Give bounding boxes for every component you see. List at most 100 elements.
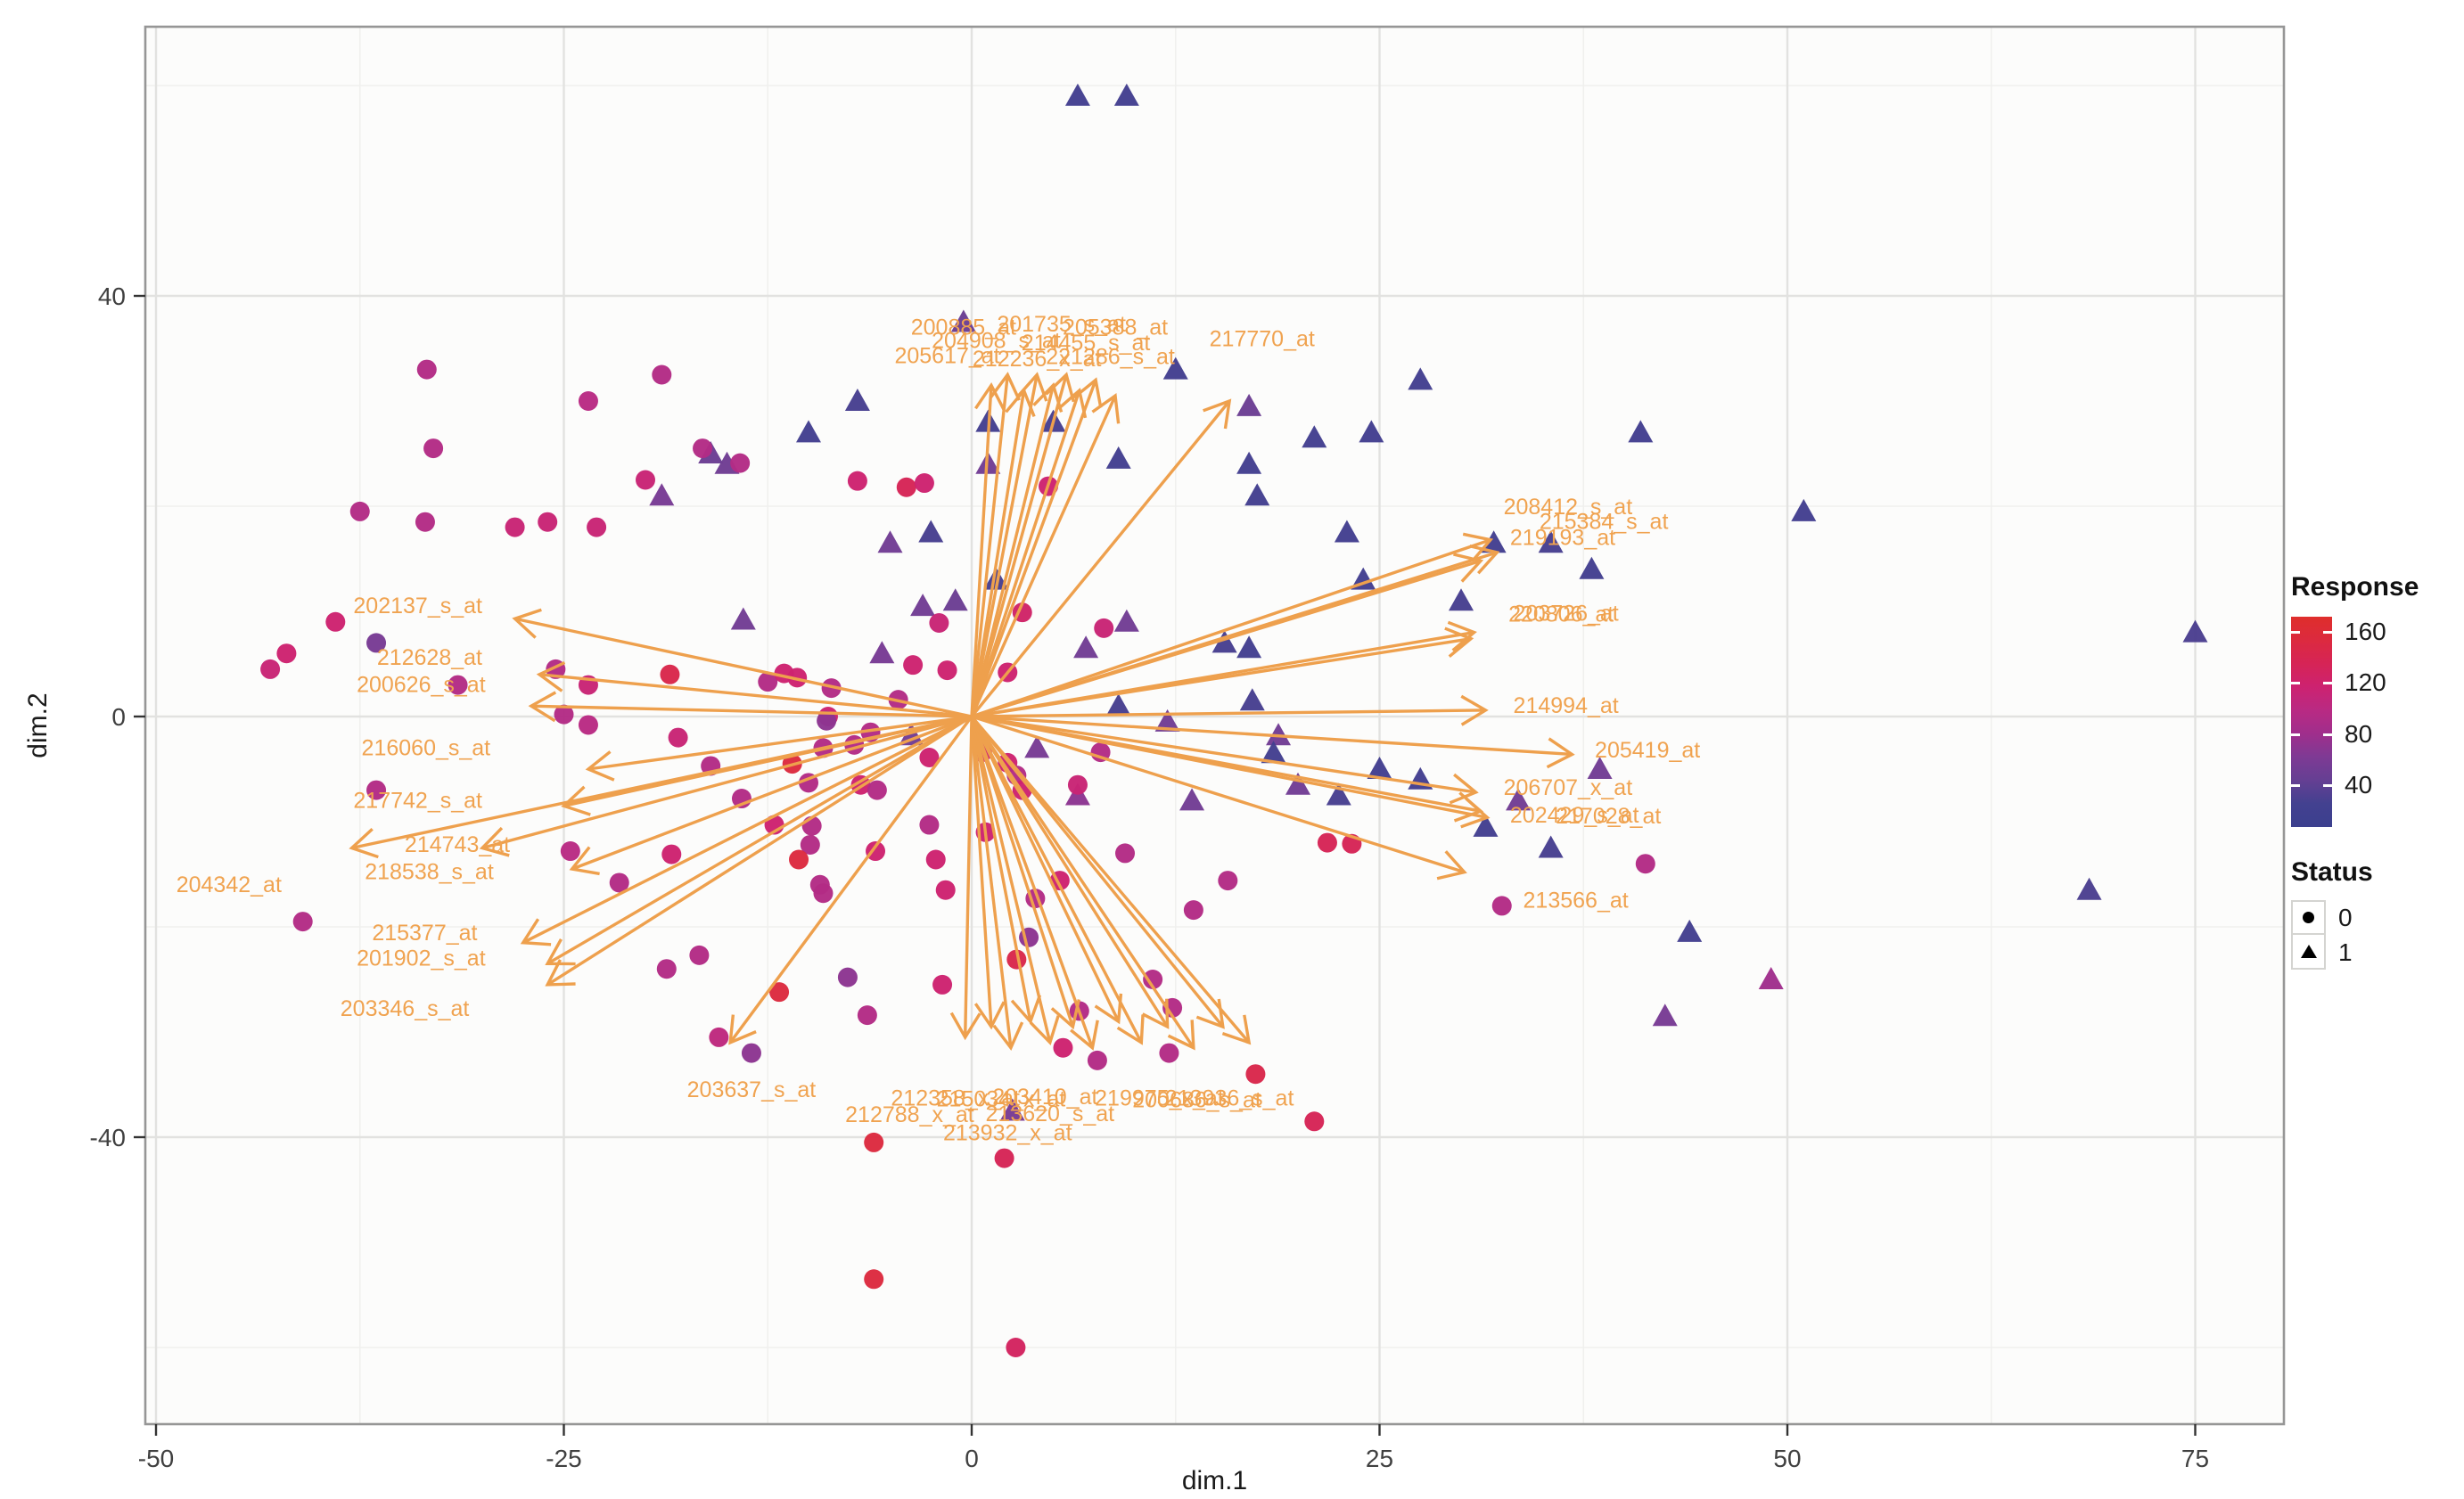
- data-point-circle: [817, 710, 837, 731]
- probe-label: 215034_x_at: [937, 1087, 1066, 1112]
- data-point-triangle: [1579, 556, 1605, 579]
- data-point-circle: [1115, 843, 1136, 864]
- data-point-triangle: [877, 530, 903, 553]
- probe-label: 201735_s_at: [997, 312, 1126, 337]
- data-point-circle: [866, 841, 886, 862]
- loading-arrow: [512, 608, 973, 718]
- probe-label: 202137_s_at: [353, 594, 482, 618]
- data-point-circle: [416, 359, 437, 380]
- data-point-circle: [1087, 1050, 1107, 1070]
- data-point-triangle: [1064, 83, 1090, 106]
- probe-label: 212628_at: [377, 645, 482, 670]
- data-point-circle: [448, 675, 468, 695]
- probe-label: 200885_at: [911, 315, 1016, 340]
- data-point-circle: [789, 849, 809, 870]
- data-point-triangle: [1506, 788, 1532, 811]
- circle-key-icon: [2291, 900, 2326, 935]
- loading-arrow: [970, 372, 1075, 717]
- loading-arrow: [971, 715, 1575, 769]
- data-point-triangle: [1113, 609, 1139, 632]
- x-tick-label: 75: [2181, 1445, 2209, 1472]
- data-point-triangle: [1113, 83, 1139, 106]
- probe-labels: 202137_s_at 212628_at 200626_s_at 216060_s_…: [177, 312, 1701, 1145]
- data-point-circle: [919, 815, 940, 835]
- data-point-circle: [578, 391, 598, 411]
- y-tick-label: -40: [90, 1124, 126, 1151]
- loading-arrow: [536, 660, 973, 718]
- y-tick-label: 40: [98, 283, 126, 310]
- data-point-circle: [260, 659, 281, 679]
- loading-arrows: [349, 372, 1575, 1052]
- data-point-circle: [505, 517, 525, 537]
- data-point-circle: [937, 660, 957, 681]
- data-point-circle: [276, 643, 297, 664]
- data-point-triangle: [1105, 693, 1131, 717]
- data-point-circle: [1635, 854, 1655, 874]
- probe-label: 203726_at: [1514, 601, 1619, 626]
- loading-arrow: [970, 716, 1024, 1052]
- loading-arrow: [970, 393, 1121, 717]
- data-point-circle: [1053, 1037, 1073, 1058]
- data-point-triangle: [1244, 483, 1270, 506]
- probe-label: 213566_at: [1524, 889, 1629, 913]
- x-tick-label: -25: [546, 1445, 581, 1472]
- data-point-triangle: [1758, 967, 1784, 989]
- data-point-circle: [821, 678, 842, 699]
- data-point-triangle: [844, 389, 870, 411]
- loading-arrow: [971, 627, 1474, 718]
- loading-arrow: [545, 715, 973, 966]
- loading-arrow: [970, 715, 1252, 1045]
- loading-arrow: [971, 715, 1467, 881]
- data-point-triangle: [1179, 788, 1205, 811]
- data-point-circle: [914, 473, 934, 494]
- data-point-circle: [925, 849, 946, 870]
- data-point-triangle: [1073, 635, 1099, 659]
- probe-label: 205617_at: [894, 343, 999, 368]
- probe-label: 213932_x_at: [943, 1120, 1072, 1145]
- loading-arrow: [970, 398, 1232, 718]
- data-point-triangle: [1239, 688, 1265, 711]
- data-point-triangle: [1154, 709, 1180, 732]
- loading-arrow: [970, 716, 1060, 1046]
- probe-label: 201902_s_at: [357, 946, 486, 971]
- data-point-triangle: [730, 607, 756, 630]
- probe-label: 217770_at: [1210, 326, 1315, 351]
- x-tick-label: -50: [138, 1445, 174, 1472]
- data-point-circle: [813, 883, 834, 904]
- data-point-circle: [423, 438, 444, 459]
- loading-arrow: [349, 715, 973, 859]
- status-key-label: 0: [2338, 903, 2353, 931]
- probe-label: 214994_at: [1514, 693, 1619, 718]
- triangle-glyph: [2300, 945, 2317, 958]
- response-tick-notch: [2323, 682, 2332, 685]
- data-point-triangle: [1236, 393, 1262, 416]
- probe-label: 200686_s_at: [1132, 1088, 1261, 1113]
- data-point-circle: [800, 834, 820, 855]
- loading-arrow: [970, 387, 1036, 717]
- data-point-circle: [903, 655, 924, 676]
- loading-arrow: [970, 716, 1080, 1030]
- probe-label: 214455_s_at: [1022, 331, 1151, 356]
- data-point-circle: [1491, 896, 1512, 916]
- loading-arrow: [585, 715, 973, 782]
- probe-label: 212358_x_at: [891, 1085, 1020, 1110]
- data-point-circle: [730, 453, 751, 473]
- x-tick-label: 50: [1773, 1445, 1801, 1472]
- data-point-triangle: [1538, 530, 1564, 553]
- data-point-circle: [867, 780, 887, 800]
- data-point-circle: [415, 512, 435, 532]
- data-point-triangle: [1211, 630, 1237, 653]
- loading-arrow: [970, 716, 1123, 1025]
- status-key-label: 1: [2338, 938, 2353, 966]
- data-point-circle: [538, 512, 558, 532]
- probe-label: 208412_s_at: [1504, 495, 1633, 520]
- data-point-circle: [847, 471, 867, 491]
- loading-arrow: [971, 532, 1494, 718]
- data-point-triangle: [1359, 420, 1384, 443]
- data-point-triangle: [2076, 877, 2102, 900]
- data-point-circle: [1245, 1064, 1266, 1085]
- data-point-triangle: [1236, 451, 1262, 474]
